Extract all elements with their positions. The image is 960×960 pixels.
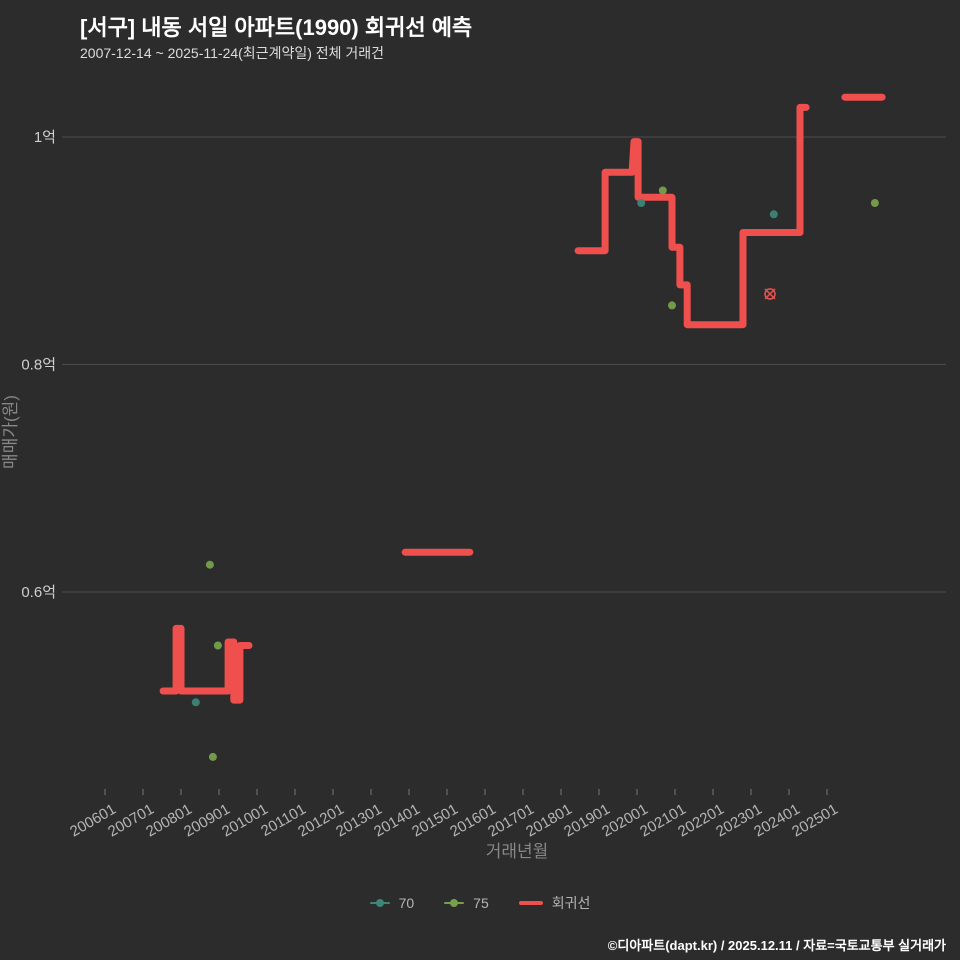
x-axis-label: 거래년월 [486, 842, 549, 861]
scatter-point-70 [637, 199, 646, 207]
chart-legend: 70 75 회귀선 [0, 893, 960, 913]
scatter-point-75 [213, 641, 222, 650]
regression-line-segment [574, 103, 810, 329]
legend-dot [375, 899, 384, 907]
y-axis-label: 매매가(원) [1, 395, 20, 469]
latest-marker-x [764, 288, 776, 300]
page-title: [서구] 내동 서일 아파트(1990) 회귀선 예측 [80, 15, 473, 40]
legend-label: 75 [473, 895, 489, 911]
scatter-point-70 [769, 210, 778, 219]
legend-item-70[interactable]: 70 [369, 895, 415, 911]
legend-item-75[interactable]: 75 [444, 895, 489, 911]
legend-dotline-swatch [369, 899, 390, 907]
legend-item-회귀선[interactable]: 회귀선 [518, 893, 591, 913]
scatter-point-75 [208, 752, 217, 761]
scatter-point-75 [658, 186, 667, 195]
y-tick-label: 0.6억 [21, 584, 56, 601]
scatter-point-70 [191, 698, 200, 707]
page-subtitle: 2007-12-14 ~ 2025-11-24(최근계약일) 전체 거래건 [80, 45, 385, 61]
scatter-point-75 [668, 301, 676, 310]
y-tick-label: 0.8억 [21, 357, 56, 374]
scatter-point-75 [205, 560, 214, 569]
latest-marker-circle [764, 288, 776, 300]
footer-credit: ©디아파트(dapt.kr) / 2025.12.11 / 자료=국토교통부 실… [607, 938, 946, 953]
regression-line-segment [159, 624, 253, 704]
legend-dotline-swatch [444, 899, 465, 907]
y-tick-label: 1억 [34, 129, 56, 146]
legend-label: 70 [398, 895, 415, 911]
legend-line-swatch [518, 901, 543, 905]
legend-label: 회귀선 [551, 895, 591, 911]
scatter-point-75 [870, 199, 879, 207]
legend-dot [450, 899, 459, 907]
